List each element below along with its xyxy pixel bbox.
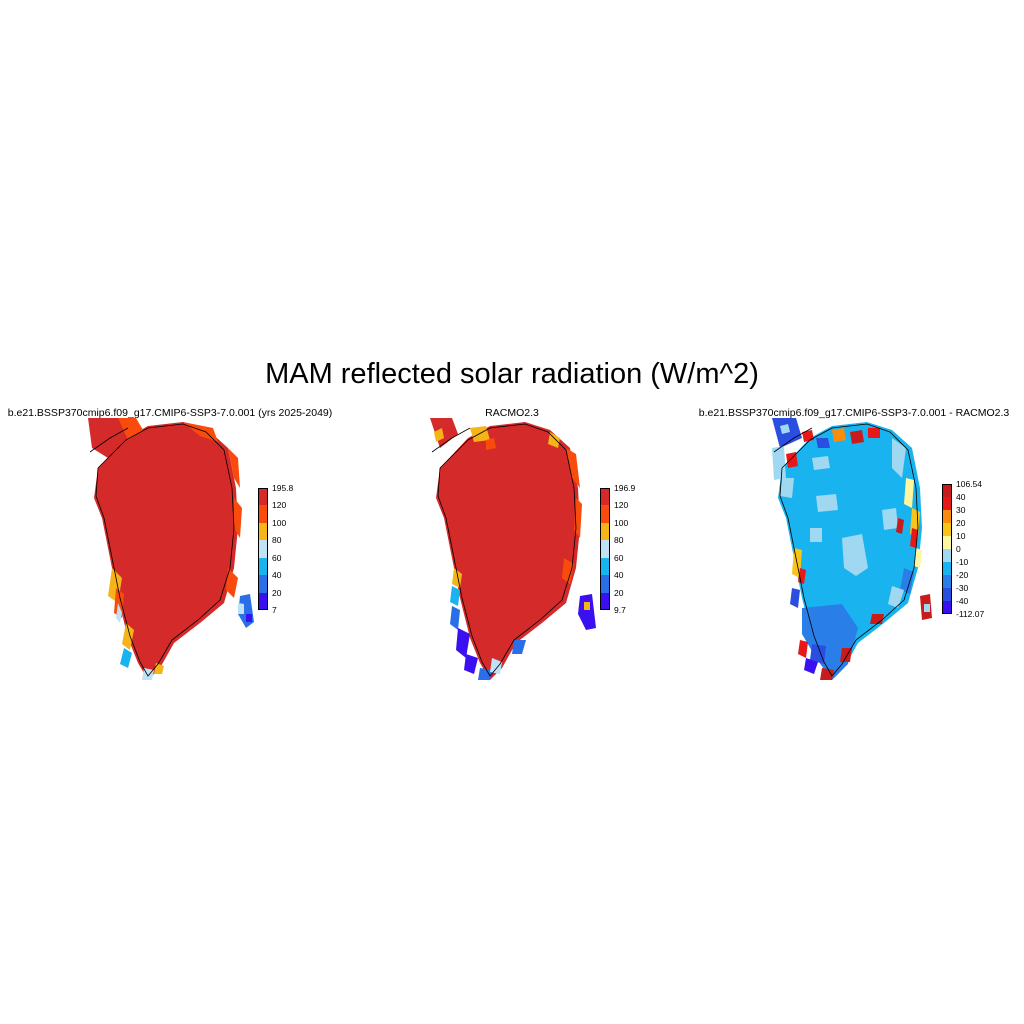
panel-3-colorbar: -112.07 -40 -30 -20 -10 0 10 20 30 40 106.54 [942, 479, 1002, 619]
colorbar-label: 100 [614, 517, 629, 528]
colorbar-label: 0 [956, 544, 961, 554]
panel-1-title: b.e21.BSSP370cmip6.f09_g17.CMIP6-SSP3-7.… [7, 407, 333, 419]
colorbar-swatch [942, 484, 952, 497]
panel-1-colorbar: 7 20 40 60 80 100 120 195.8 [258, 483, 298, 615]
figure-title: MAM reflected solar radiation (W/m^2) [265, 358, 759, 390]
colorbar-label: 196.9 [614, 483, 636, 493]
colorbar-swatch [258, 557, 268, 576]
panel-1-map [88, 418, 254, 680]
colorbar-swatch [600, 505, 610, 523]
colorbar-label: -40 [956, 596, 969, 606]
colorbar-swatch [942, 523, 952, 536]
colorbar-swatch [942, 536, 952, 549]
panel-2-map [430, 418, 596, 680]
panel-3-map [772, 418, 932, 680]
colorbar-label: -20 [956, 570, 969, 580]
greenland-map-difference [772, 418, 932, 680]
colorbar-swatch [258, 592, 268, 610]
colorbar-label: -112.07 [956, 609, 985, 619]
colorbar-label: 100 [272, 517, 287, 528]
colorbar-label: 106.54 [956, 479, 982, 489]
colorbar-swatch [942, 601, 952, 614]
colorbar-label: 20 [956, 518, 966, 528]
colorbar-label: 120 [272, 500, 287, 511]
colorbar-label: 20 [614, 587, 624, 598]
colorbar-label: 30 [956, 505, 966, 515]
colorbar-label: 40 [956, 492, 966, 502]
colorbar-swatch [258, 540, 268, 558]
colorbar-label: 10 [956, 531, 966, 541]
colorbar-label: 60 [272, 552, 282, 563]
colorbar-label: 195.8 [272, 483, 294, 493]
colorbar-label: 9.7 [614, 605, 626, 615]
greenland-map-model [88, 418, 254, 680]
colorbar-swatch [258, 488, 268, 506]
colorbar-swatch [258, 522, 268, 541]
colorbar-label: -10 [956, 557, 969, 567]
colorbar-swatch [942, 575, 952, 588]
colorbar-label: 40 [272, 570, 282, 581]
colorbar-swatch [942, 588, 952, 601]
colorbar-swatch [942, 549, 952, 562]
colorbar-swatch [942, 497, 952, 510]
colorbar-label: 80 [614, 535, 624, 546]
colorbar-label: -30 [956, 583, 969, 593]
colorbar-swatch [600, 575, 610, 593]
greenland-map-racmo [430, 418, 596, 680]
colorbar-label: 120 [614, 500, 629, 511]
colorbar-label: 80 [272, 535, 282, 546]
colorbar-label: 7 [272, 605, 277, 615]
colorbar-swatch [600, 557, 610, 576]
colorbar-label: 60 [614, 552, 624, 563]
colorbar-swatch [600, 592, 610, 610]
colorbar-swatch [600, 540, 610, 558]
colorbar-swatch [258, 575, 268, 593]
panel-3-title: b.e21.BSSP370cmip6.f09_g17.CMIP6-SSP3-7.… [698, 407, 1010, 419]
colorbar-label: 20 [272, 587, 282, 598]
colorbar-swatch [942, 510, 952, 523]
panel-2-title: RACMO2.3 [485, 407, 539, 419]
colorbar-label: 40 [614, 570, 624, 581]
colorbar-swatch [942, 562, 952, 575]
colorbar-swatch [258, 505, 268, 523]
colorbar-swatch [600, 522, 610, 541]
panel-2-colorbar: 9.7 20 40 60 80 100 120 196.9 [600, 483, 640, 615]
colorbar-swatch [600, 488, 610, 506]
